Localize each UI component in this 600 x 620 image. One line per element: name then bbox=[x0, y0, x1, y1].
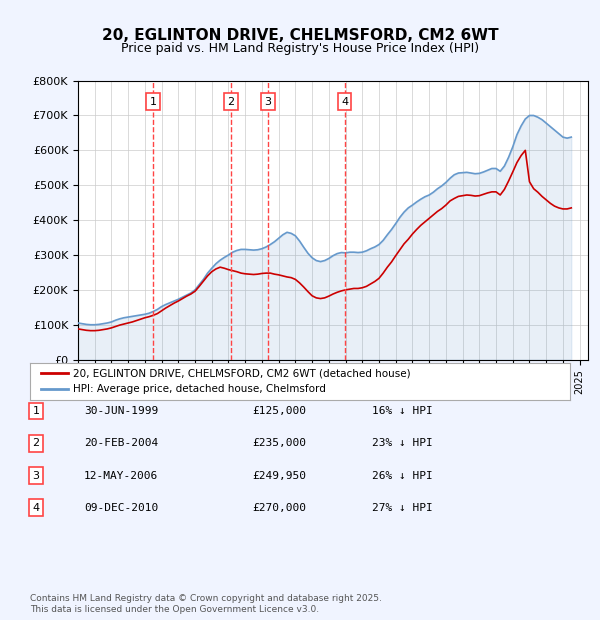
Text: HPI: Average price, detached house, Chelmsford: HPI: Average price, detached house, Chel… bbox=[73, 384, 326, 394]
Text: 1: 1 bbox=[32, 406, 40, 416]
Text: 16% ↓ HPI: 16% ↓ HPI bbox=[372, 406, 433, 416]
Text: 23% ↓ HPI: 23% ↓ HPI bbox=[372, 438, 433, 448]
Text: £125,000: £125,000 bbox=[252, 406, 306, 416]
Text: £249,950: £249,950 bbox=[252, 471, 306, 480]
Text: 20-FEB-2004: 20-FEB-2004 bbox=[84, 438, 158, 448]
Text: 26% ↓ HPI: 26% ↓ HPI bbox=[372, 471, 433, 480]
Text: Contains HM Land Registry data © Crown copyright and database right 2025.
This d: Contains HM Land Registry data © Crown c… bbox=[30, 595, 382, 614]
Text: 4: 4 bbox=[32, 503, 40, 513]
Text: 20, EGLINTON DRIVE, CHELMSFORD, CM2 6WT: 20, EGLINTON DRIVE, CHELMSFORD, CM2 6WT bbox=[101, 28, 499, 43]
Text: 09-DEC-2010: 09-DEC-2010 bbox=[84, 503, 158, 513]
Text: 27% ↓ HPI: 27% ↓ HPI bbox=[372, 503, 433, 513]
Text: 2: 2 bbox=[32, 438, 40, 448]
Text: 1: 1 bbox=[149, 97, 157, 107]
Text: 12-MAY-2006: 12-MAY-2006 bbox=[84, 471, 158, 480]
Text: Price paid vs. HM Land Registry's House Price Index (HPI): Price paid vs. HM Land Registry's House … bbox=[121, 42, 479, 55]
Text: 2: 2 bbox=[227, 97, 234, 107]
Text: 20, EGLINTON DRIVE, CHELMSFORD, CM2 6WT (detached house): 20, EGLINTON DRIVE, CHELMSFORD, CM2 6WT … bbox=[73, 368, 411, 378]
Text: 4: 4 bbox=[341, 97, 348, 107]
Text: 3: 3 bbox=[265, 97, 271, 107]
Text: 3: 3 bbox=[32, 471, 40, 480]
Text: 30-JUN-1999: 30-JUN-1999 bbox=[84, 406, 158, 416]
Text: £235,000: £235,000 bbox=[252, 438, 306, 448]
Text: £270,000: £270,000 bbox=[252, 503, 306, 513]
